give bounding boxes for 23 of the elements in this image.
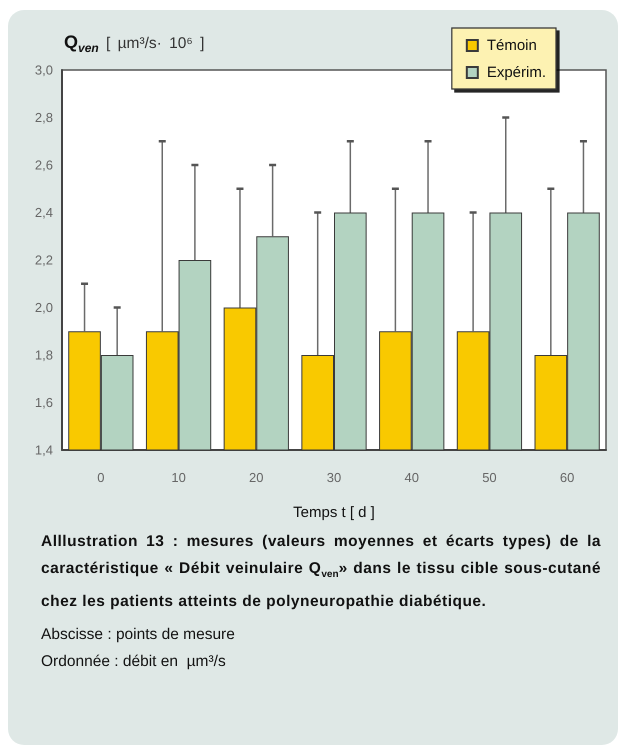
y-tick-label: 1,8 — [34, 348, 53, 362]
x-tick-label: 60 — [560, 470, 574, 485]
legend-label: Témoin — [486, 37, 537, 54]
y-tick-label: 1,4 — [34, 442, 53, 458]
text: Abscisse : points de mesure — [41, 625, 236, 646]
y-tick-label: 2,2 — [34, 252, 53, 268]
x-tick-label: 50 — [482, 470, 497, 485]
y-tick-label: 2,0 — [34, 300, 53, 315]
y-tick-label: 3,0 — [34, 62, 53, 78]
y-tick-label: 2,8 — [34, 110, 53, 125]
legend-label: Expérim. — [486, 64, 546, 81]
x-tick-label: 0 — [97, 470, 104, 485]
y-tick-label: 2,4 — [34, 205, 53, 220]
x-tick-label: 30 — [326, 470, 342, 485]
text: Ordonnée : débit en µm³/s — [41, 652, 227, 672]
x-axis-title: Temps t [ d ] — [293, 504, 375, 521]
y-axis-title: Q$_{ven}$ [ µm³/s· 10⁶ ] — [64, 32, 204, 56]
y-tick-label: 1,6 — [34, 395, 53, 410]
y-tick-label: 2,6 — [34, 158, 53, 172]
x-tick-label: 40 — [404, 470, 419, 485]
text: Alllustration 13 : mesures (valeurs moyennes et écarts types) de la caractéristique « Débit veinulaire Q$_{ven}$» dans le tissu cible sous-cutané chez les patients atteints de polyneuropathie diabétique. — [41, 532, 601, 612]
x-tick-label: 20 — [249, 470, 264, 485]
x-tick-label: 10 — [171, 470, 186, 485]
